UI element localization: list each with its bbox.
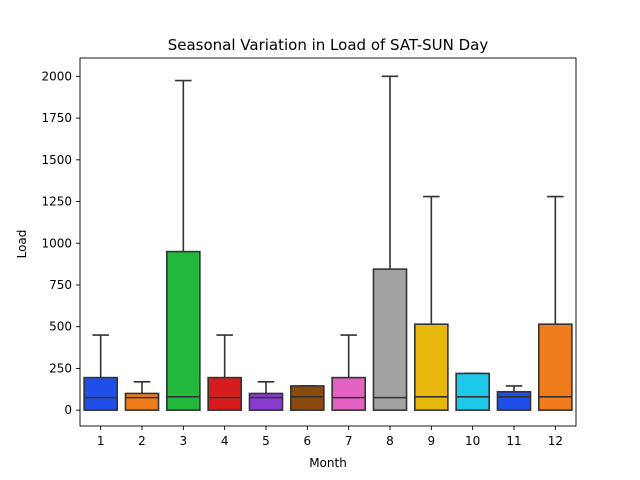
y-tick-label: 2000 bbox=[41, 69, 72, 83]
box bbox=[166, 250, 201, 411]
box bbox=[83, 376, 118, 411]
y-tick-label: 750 bbox=[49, 278, 72, 292]
y-tick-label: 500 bbox=[49, 320, 72, 334]
axes-frame bbox=[79, 57, 577, 427]
box bbox=[496, 390, 532, 411]
x-tick-label: 2 bbox=[138, 434, 146, 448]
y-tick-label: 1000 bbox=[41, 236, 72, 250]
box bbox=[289, 385, 325, 411]
y-axis-label: Load bbox=[15, 230, 29, 259]
box bbox=[331, 376, 366, 411]
chart-title: Seasonal Variation in Load of SAT-SUN Da… bbox=[168, 36, 489, 54]
x-tick-label: 9 bbox=[428, 434, 436, 448]
x-tick-label: 8 bbox=[386, 434, 394, 448]
y-tick-label: 1500 bbox=[41, 153, 72, 167]
y-tick-label: 250 bbox=[49, 361, 72, 375]
box bbox=[372, 268, 408, 411]
x-tick-label: 7 bbox=[345, 434, 353, 448]
box bbox=[248, 392, 284, 411]
x-tick-label: 12 bbox=[548, 434, 563, 448]
y-tick-label: 0 bbox=[64, 403, 72, 417]
box bbox=[537, 323, 573, 411]
x-tick-label: 6 bbox=[304, 434, 312, 448]
box bbox=[413, 323, 449, 411]
y-tick-label: 1250 bbox=[41, 195, 72, 209]
x-tick-label: 5 bbox=[262, 434, 270, 448]
box bbox=[455, 372, 490, 411]
x-axis-label: Month bbox=[309, 456, 347, 470]
y-tick-label: 1750 bbox=[41, 111, 72, 125]
x-tick-label: 4 bbox=[221, 434, 229, 448]
x-tick-label: 3 bbox=[180, 434, 188, 448]
x-tick-label: 10 bbox=[465, 434, 480, 448]
x-tick-label: 1 bbox=[97, 434, 105, 448]
box bbox=[124, 392, 160, 411]
x-tick-label: 11 bbox=[506, 434, 521, 448]
box bbox=[207, 376, 242, 411]
